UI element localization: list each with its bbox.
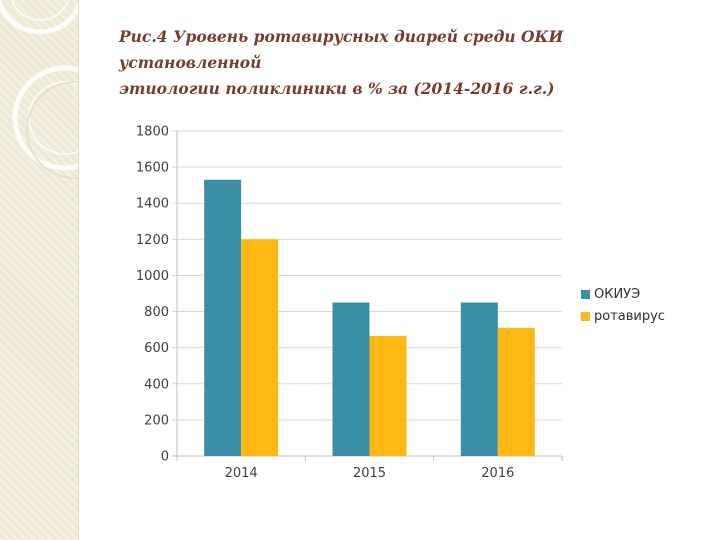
decorative-side-panel: [0, 0, 79, 540]
legend-swatch-rotavirus: [581, 311, 590, 321]
axis-layer: 0 200 400 600 800 1000 1200 1400 1600 1800 2014 201…: [136, 125, 563, 481]
bar-rotavirus-2014: [241, 239, 279, 456]
legend-item-rotavirus: ротавирус: [581, 305, 665, 327]
bar-okiue-2016: [460, 302, 498, 456]
y-tick-label-1600: 1600: [136, 161, 169, 176]
bar-rotavirus-2015: [369, 335, 407, 456]
bar-layer: [204, 179, 535, 456]
bar-okiue-2015: [332, 302, 370, 456]
chart-legend: ОКИУЭ ротавирус: [581, 283, 665, 327]
legend-label-okiue: ОКИУЭ: [594, 286, 641, 302]
y-tick-label-200: 200: [144, 413, 169, 428]
bar-okiue-2014: [204, 179, 242, 456]
y-tick-label-600: 600: [144, 341, 169, 356]
x-tick-label-2014: 2014: [225, 466, 258, 481]
y-tick-label-0: 0: [161, 450, 169, 465]
bar-rotavirus-2016: [497, 327, 535, 456]
slide-title-line-2: этиологии поликлиники в % за (2014-2016 …: [119, 79, 555, 98]
y-tick-label-1400: 1400: [136, 197, 169, 212]
decorative-circles: [0, 0, 78, 179]
slide-title-line-1: Рис.4 Уровень ротавирусных диарей среди …: [119, 27, 564, 72]
y-tick-label-1000: 1000: [136, 269, 169, 284]
slide-title: Рис.4 Уровень ротавирусных диарей среди …: [119, 24, 699, 102]
y-tick-label-800: 800: [144, 305, 169, 320]
legend-swatch-okiue: [581, 289, 590, 299]
legend-item-okiue: ОКИУЭ: [581, 283, 665, 305]
legend-label-rotavirus: ротавирус: [594, 308, 665, 324]
y-tick-label-1200: 1200: [136, 233, 169, 248]
x-tick-label-2016: 2016: [481, 466, 514, 481]
y-tick-label-1800: 1800: [136, 125, 169, 140]
x-tick-label-2015: 2015: [353, 466, 386, 481]
y-tick-label-400: 400: [144, 377, 169, 392]
